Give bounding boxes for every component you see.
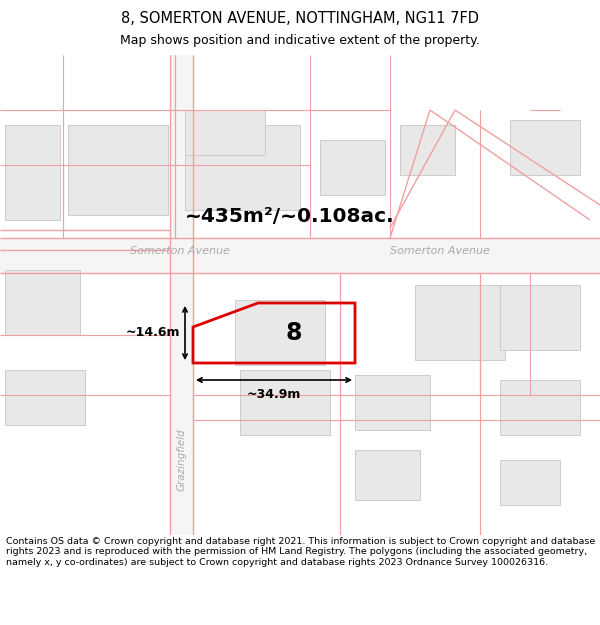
Text: Somerton Avenue: Somerton Avenue xyxy=(130,246,230,256)
Bar xyxy=(320,140,385,195)
Bar xyxy=(5,125,60,220)
Bar xyxy=(240,370,330,435)
Text: Grazingfield: Grazingfield xyxy=(176,429,187,491)
Bar xyxy=(185,125,300,210)
Bar xyxy=(235,300,325,365)
Text: 8: 8 xyxy=(286,321,302,345)
Bar xyxy=(5,370,85,425)
Text: Contains OS data © Crown copyright and database right 2021. This information is : Contains OS data © Crown copyright and d… xyxy=(6,537,595,567)
Text: ~14.6m: ~14.6m xyxy=(125,326,180,339)
Text: ~34.9m: ~34.9m xyxy=(247,388,301,401)
Bar xyxy=(500,460,560,505)
Bar xyxy=(0,238,600,273)
Bar xyxy=(5,270,80,335)
Bar xyxy=(170,55,193,535)
Bar xyxy=(500,285,580,350)
Text: ~435m²/~0.108ac.: ~435m²/~0.108ac. xyxy=(185,206,395,226)
Text: Map shows position and indicative extent of the property.: Map shows position and indicative extent… xyxy=(120,34,480,47)
Bar xyxy=(68,125,168,215)
Bar xyxy=(355,450,420,500)
Bar xyxy=(185,110,265,155)
Bar xyxy=(355,375,430,430)
Bar xyxy=(415,285,505,360)
Bar xyxy=(400,125,455,175)
Bar xyxy=(510,120,580,175)
Text: 8, SOMERTON AVENUE, NOTTINGHAM, NG11 7FD: 8, SOMERTON AVENUE, NOTTINGHAM, NG11 7FD xyxy=(121,11,479,26)
Text: Somerton Avenue: Somerton Avenue xyxy=(390,246,490,256)
Bar xyxy=(500,380,580,435)
